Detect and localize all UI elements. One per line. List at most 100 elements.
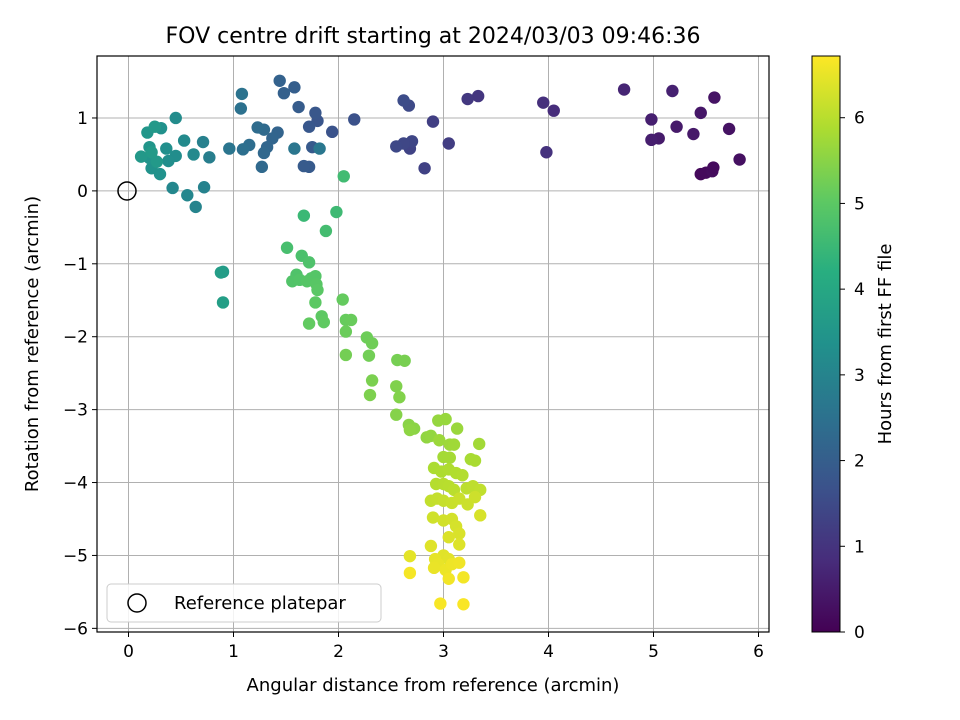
scatter-point (426, 115, 440, 128)
data-points (134, 74, 746, 611)
scatter-point (235, 87, 249, 101)
scatter-point (317, 315, 330, 329)
scatter-point (302, 120, 316, 133)
x-tick-label: 4 (543, 642, 554, 662)
scatter-point (450, 422, 464, 435)
scatter-point (297, 209, 311, 222)
scatter-point (443, 451, 456, 464)
scatter-point (288, 81, 301, 94)
scatter-point (339, 348, 353, 362)
scatter-point (292, 100, 305, 114)
scatter-point (311, 283, 324, 297)
scatter-point (453, 538, 466, 551)
scatter-point (145, 146, 158, 159)
scatter-point (236, 143, 250, 156)
scatter-point (694, 106, 707, 120)
scatter-point (645, 113, 658, 126)
scatter-point (197, 181, 211, 194)
scatter-point (336, 293, 349, 306)
y-tick-label: −6 (63, 619, 88, 639)
scatter-point (427, 561, 441, 575)
x-tick-label: 5 (648, 642, 659, 662)
scatter-point (426, 511, 440, 524)
scatter-point (365, 337, 379, 350)
scatter-point (457, 571, 470, 584)
scatter-point (273, 74, 286, 87)
scatter-point (398, 354, 411, 367)
y-axis-ticks: 1 0 −1 −2 −3 −4 −5 −6 (63, 109, 97, 639)
y-tick-label: −3 (63, 401, 88, 421)
y-tick-label: −4 (63, 474, 88, 494)
scatter-point (169, 111, 182, 125)
scatter-point (187, 148, 200, 161)
scatter-point (255, 160, 269, 174)
scatter-point (319, 224, 333, 238)
scatter-point (453, 556, 466, 569)
scatter-point (203, 151, 216, 164)
x-tick-label: 0 (123, 642, 134, 662)
scatter-point (214, 266, 228, 279)
scatter-point (390, 408, 403, 421)
scatter-point (433, 434, 446, 447)
x-tick-label: 6 (753, 642, 764, 662)
scatter-point (134, 150, 148, 163)
scatter-point (403, 566, 417, 580)
scatter-point (468, 454, 482, 467)
scatter-point (403, 423, 417, 437)
colorbar-tick-label: 5 (854, 194, 865, 214)
colorbar-tick-label: 1 (854, 537, 865, 557)
scatter-point (216, 296, 230, 309)
scatter-point (439, 412, 452, 426)
scatter-point (302, 317, 316, 330)
scatter-point (418, 162, 431, 175)
colorbar-tick-label: 2 (854, 452, 865, 472)
scatter-point (473, 437, 486, 451)
scatter-point (344, 313, 358, 327)
scatter-point (326, 125, 339, 139)
scatter-point (474, 509, 487, 522)
scatter-point (223, 142, 236, 155)
scatter-point (707, 161, 720, 174)
plot-frame (96, 55, 770, 633)
scatter-point (339, 325, 353, 338)
legend: Reference platepar (106, 583, 382, 623)
scatter-point (670, 120, 683, 133)
y-axis-label: Rotation from reference (arcmin) (22, 196, 43, 492)
colorbar-tick-label: 0 (854, 623, 865, 643)
scatter-point (365, 374, 379, 387)
scatter-point (424, 539, 438, 553)
legend-marker (127, 593, 147, 613)
x-axis-ticks: 0 1 2 3 4 5 6 (123, 632, 764, 662)
scatter-point (330, 205, 343, 219)
scatter-point (393, 391, 406, 404)
scatter-point (434, 597, 447, 610)
scatter-point (302, 256, 316, 269)
scatter-point (257, 146, 271, 160)
scatter-point (177, 134, 191, 147)
scatter-point (160, 142, 173, 155)
scatter-point (537, 96, 550, 109)
x-tick-label: 3 (438, 642, 449, 662)
x-tick-label: 2 (333, 642, 344, 662)
y-tick-label: 1 (77, 109, 88, 129)
scatter-point (708, 91, 721, 104)
scatter-point (722, 122, 736, 136)
scatter-point (288, 142, 301, 155)
reference-platepar-marker (117, 181, 137, 201)
scatter-point (733, 153, 746, 166)
colorbar-tick-label: 6 (854, 109, 865, 129)
scatter-point (150, 155, 164, 168)
scatter-point (189, 200, 202, 214)
scatter-point (280, 241, 294, 254)
scatter-point (162, 154, 175, 168)
scatter-point (442, 137, 455, 150)
scatter-point (337, 170, 350, 183)
scatter-point (471, 89, 485, 103)
scatter-point (453, 527, 466, 540)
y-tick-label: 0 (77, 182, 88, 202)
x-tick-label: 1 (228, 642, 239, 662)
legend-box (106, 583, 382, 623)
scatter-point (447, 438, 461, 451)
scatter-point (196, 135, 210, 149)
scatter-point (442, 572, 455, 585)
